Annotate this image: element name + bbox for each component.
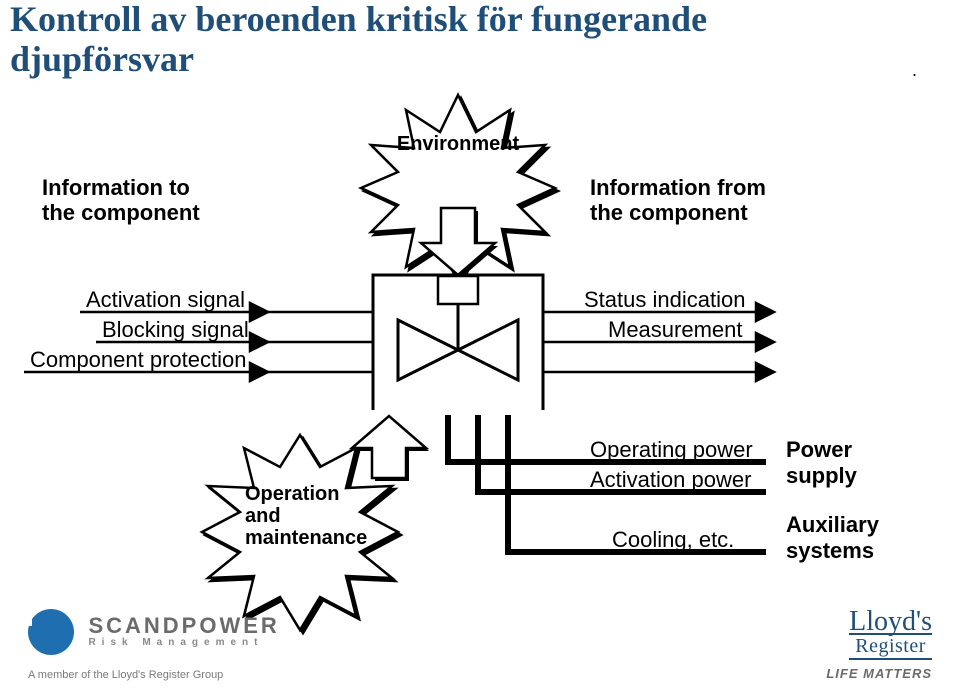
label-power-1b: Power [786, 437, 852, 463]
footer-risk-mgmt: Risk Management [88, 637, 279, 648]
label-operation-2b: and [245, 505, 281, 528]
info-from-heading-1: Information from [590, 175, 766, 201]
environment-starburst [361, 95, 555, 282]
footer-scandpower: SCANDPOWER [88, 613, 279, 639]
lloyds-line2: Register [849, 633, 932, 660]
label-operating-power-b: Operating power [590, 437, 753, 463]
label-component: Component [403, 390, 525, 416]
lloyds-line1: Lloyd's [849, 611, 932, 633]
env-arrow [421, 208, 498, 278]
info-to-heading-1: Information to [42, 175, 190, 201]
label-aux-2b: systems [786, 538, 874, 564]
label-cooling-b: Cooling, etc. [612, 527, 734, 553]
label-measurement: Measurement [608, 317, 743, 343]
info-from-heading-2: the component [590, 200, 748, 226]
label-blocking-signal: Blocking signal [102, 317, 249, 343]
label-M: M [448, 272, 470, 303]
footer-right: Lloyd's Register LIFE MATTERS [826, 611, 932, 681]
ops-up-arrow [352, 416, 429, 481]
label-operation-3b: maintenance [245, 527, 367, 550]
label-activation-power-b: Activation power [590, 467, 751, 493]
footer-left: SCANDPOWER Risk Management A member of t… [28, 613, 280, 681]
title-line1: Kontroll av beroenden kritisk för funger… [10, 0, 707, 39]
lloyds-logo: Lloyd's Register [849, 611, 932, 660]
stage: Kontroll av beroenden kritisk för funger… [0, 0, 960, 695]
label-operation-1b: Operation [245, 483, 339, 506]
info-to-heading-2: the component [42, 200, 200, 226]
label-environment: Environment [397, 133, 520, 155]
label-activation-signal: Activation signal [86, 287, 245, 313]
stray-dot: . [912, 60, 917, 81]
label-component-protection: Component protection [30, 347, 246, 373]
page-title: Kontroll av beroenden kritisk för funger… [10, 0, 860, 79]
footer-member: A member of the Lloyd's Register Group [28, 669, 280, 681]
label-aux-1b: Auxiliary [786, 512, 879, 538]
life-matters: LIFE MATTERS [826, 666, 932, 681]
scandpower-icon [28, 609, 74, 655]
label-status-indication: Status indication [584, 287, 745, 313]
bottom-verticals [440, 415, 500, 560]
title-line2: djupförsvar [10, 39, 194, 79]
label-power-2b: supply [786, 463, 857, 489]
